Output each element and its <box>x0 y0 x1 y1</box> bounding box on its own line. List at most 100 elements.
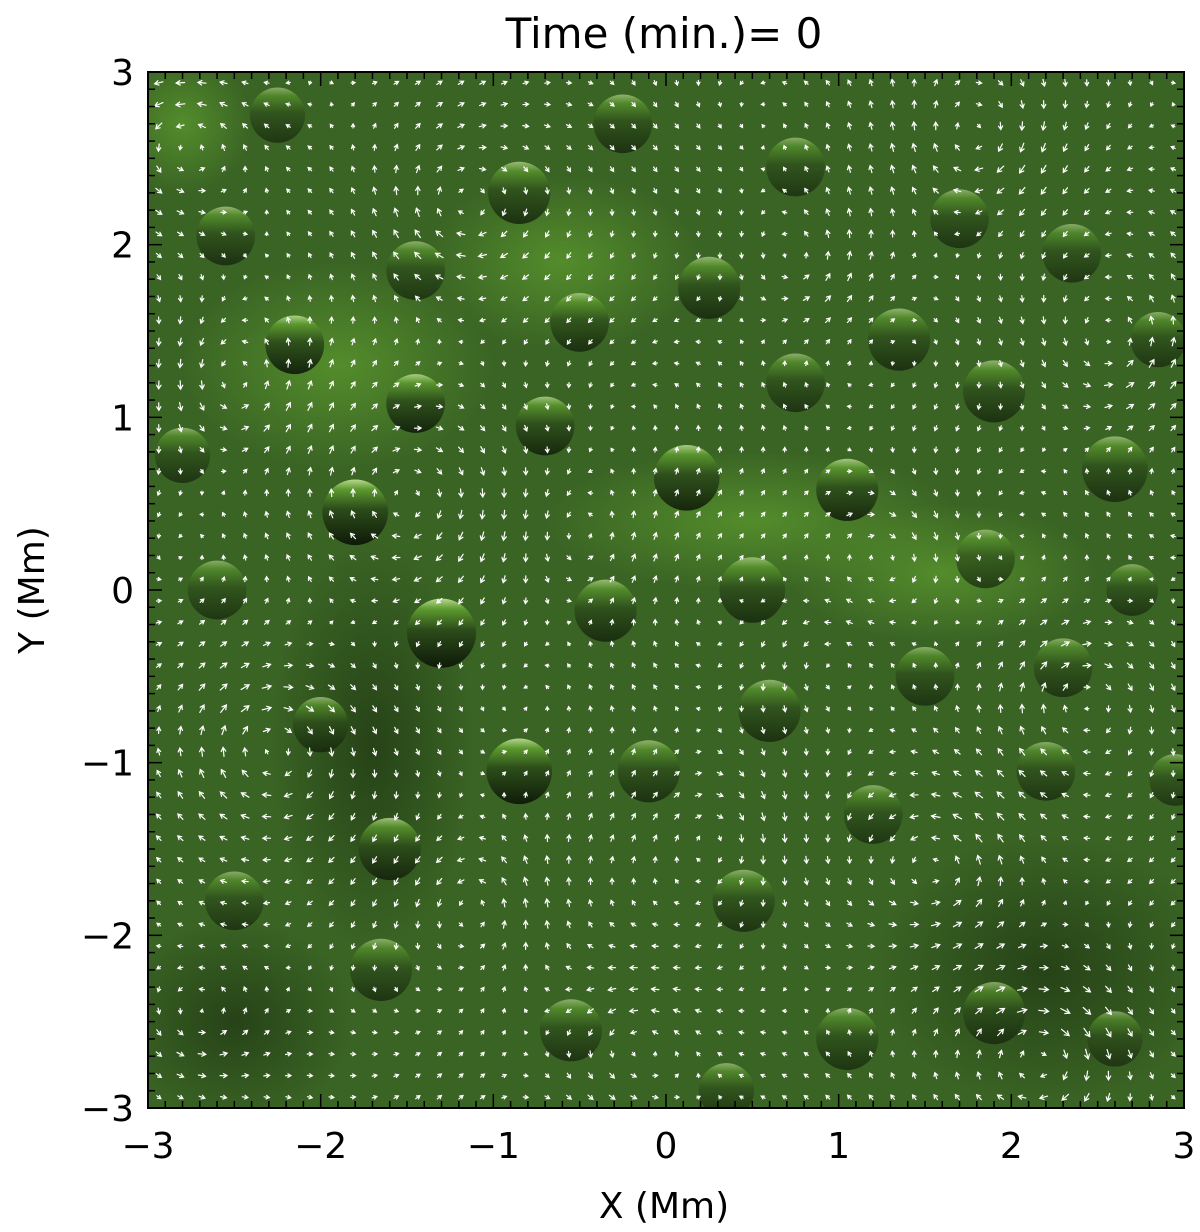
vector-arrow <box>501 749 508 755</box>
vector-arrow <box>544 897 550 908</box>
vector-arrow <box>696 188 701 194</box>
vector-arrow <box>1041 403 1046 410</box>
vector-arrow <box>1169 534 1176 539</box>
vector-arrow <box>738 1052 745 1057</box>
vector-arrow <box>782 489 787 496</box>
vector-arrow <box>264 165 270 172</box>
vector-arrow <box>631 80 636 86</box>
vector-arrow <box>501 963 507 971</box>
vector-arrow <box>501 856 507 864</box>
vector-arrow <box>911 878 918 885</box>
vector-arrow <box>199 1008 204 1013</box>
vector-arrow <box>996 1094 1005 1100</box>
vector-arrow <box>761 424 766 431</box>
vector-arrow <box>566 898 572 907</box>
vector-arrow <box>199 402 205 412</box>
vector-arrow <box>868 1094 874 1100</box>
vector-arrow <box>1019 1050 1025 1058</box>
vector-arrow <box>1128 101 1133 108</box>
vector-arrow <box>500 123 509 129</box>
vector-arrow <box>242 575 248 583</box>
vector-arrow <box>350 769 356 779</box>
vector-arrow <box>458 1008 464 1014</box>
vector-arrow <box>588 640 593 647</box>
vector-arrow <box>393 920 399 929</box>
vector-arrow <box>890 273 895 281</box>
vector-arrow <box>220 1030 228 1035</box>
vector-arrow <box>912 856 917 864</box>
vector-arrow <box>522 80 530 86</box>
vector-arrow <box>737 1008 745 1014</box>
vector-arrow <box>327 684 336 690</box>
vector-arrow <box>545 1073 550 1079</box>
vector-arrow <box>329 965 334 971</box>
vector-arrow <box>1019 555 1025 560</box>
vector-arrow <box>976 403 982 411</box>
vector-arrow <box>1104 209 1112 215</box>
vector-arrow <box>1126 253 1134 258</box>
vector-arrow <box>781 620 788 626</box>
vector-arrow <box>502 684 507 691</box>
vector-arrow <box>739 855 745 865</box>
vector-arrow <box>609 339 615 345</box>
vector-arrow <box>176 1073 185 1079</box>
vector-arrow <box>998 381 1003 389</box>
vector-arrow <box>631 467 636 475</box>
vector-arrow <box>804 101 809 107</box>
vector-arrow <box>156 446 162 454</box>
vector-arrow <box>371 403 379 410</box>
vector-arrow <box>1083 404 1092 410</box>
vector-arrow <box>1169 210 1177 215</box>
vector-arrow <box>566 726 571 734</box>
vector-arrow <box>1105 1027 1112 1038</box>
vector-arrow <box>263 80 270 86</box>
vector-arrow <box>804 144 809 151</box>
vector-arrow <box>630 296 637 302</box>
vector-arrow <box>370 533 379 539</box>
vector-arrow <box>544 597 550 605</box>
vector-arrow <box>1149 294 1154 303</box>
vector-arrow <box>219 791 228 799</box>
vector-arrow <box>825 446 830 452</box>
vector-arrow <box>717 749 723 754</box>
vector-arrow <box>1106 943 1111 950</box>
vector-arrow <box>1084 100 1090 109</box>
vector-arrow <box>825 490 832 496</box>
vector-arrow <box>264 446 270 453</box>
vector-arrow <box>523 575 529 584</box>
vector-arrow <box>305 813 314 820</box>
vector-arrow <box>888 943 898 949</box>
vector-arrow <box>954 121 960 130</box>
vector-arrow <box>479 80 487 86</box>
vector-arrow <box>651 943 659 949</box>
vector-arrow <box>1148 577 1154 582</box>
vector-arrow <box>1040 1051 1047 1056</box>
vector-arrow <box>867 792 874 798</box>
vector-arrow <box>739 403 744 410</box>
vector-arrow <box>308 965 313 971</box>
vector-arrow <box>911 511 918 519</box>
vector-arrow <box>177 987 183 992</box>
vector-arrow <box>586 986 595 992</box>
vector-arrow <box>154 122 163 130</box>
vector-arrow <box>1105 727 1111 734</box>
vector-arrow <box>285 145 291 150</box>
vector-arrow <box>414 207 421 217</box>
vector-arrow <box>631 726 636 734</box>
vector-arrow <box>974 986 984 993</box>
vector-arrow <box>264 1007 269 1014</box>
vector-arrow <box>155 813 162 820</box>
vector-arrow <box>328 423 335 433</box>
vector-arrow <box>437 749 442 756</box>
vector-arrow <box>307 597 313 604</box>
vector-arrow <box>1127 879 1133 885</box>
vector-arrow <box>372 769 378 779</box>
vector-arrow <box>717 663 723 668</box>
vector-arrow <box>371 1051 379 1057</box>
vector-arrow <box>890 207 896 217</box>
vector-arrow <box>1062 79 1068 88</box>
vector-arrow <box>760 899 766 908</box>
vector-arrow <box>393 834 399 843</box>
vector-arrow <box>1039 943 1049 949</box>
vector-arrow <box>587 555 594 560</box>
